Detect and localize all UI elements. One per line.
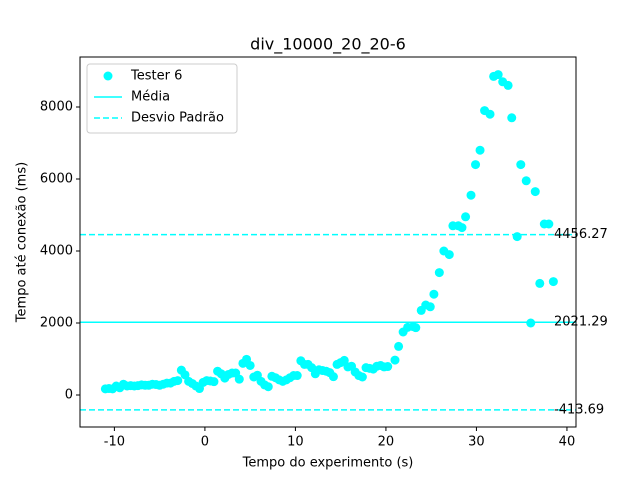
y-axis-label: Tempo até conexão (ms) [15, 162, 30, 323]
x-tick-label: 30 [468, 435, 485, 450]
scatter-point [357, 372, 367, 382]
scatter-point [507, 113, 517, 123]
x-tick-label: 10 [287, 435, 304, 450]
scatter-point [526, 318, 536, 328]
chart-title: div_10000_20_20-6 [250, 35, 406, 55]
scatter-point [173, 376, 183, 386]
scatter-point [493, 70, 503, 80]
scatter-point [521, 176, 531, 186]
plot-frame [79, 56, 577, 428]
legend-label: Tester 6 [130, 69, 182, 84]
x-tick-label: 40 [559, 435, 576, 450]
scatter-point [434, 268, 444, 278]
y-tick-label: 6000 [40, 172, 73, 187]
scatter-point [471, 160, 481, 170]
x-tick-label: 20 [378, 435, 395, 450]
scatter-point [466, 190, 476, 200]
scatter-point [328, 372, 338, 382]
y-tick-label: 0 [65, 387, 73, 402]
scatter-point [209, 377, 219, 387]
scatter-point [535, 278, 545, 288]
scatter-point [411, 323, 421, 333]
x-axis-label: Tempo do experimento (s) [242, 456, 414, 471]
scatter-point [292, 371, 302, 381]
mean-line-label: 2021.29 [554, 315, 608, 330]
scatter-point [503, 80, 513, 90]
scatter-point [234, 374, 244, 384]
scatter-point [512, 232, 522, 242]
scatter-point [425, 302, 435, 312]
scatter-point [485, 109, 495, 119]
scatter-point [383, 362, 393, 372]
scatter-point [429, 289, 439, 299]
std-line-label: 4456.27 [554, 227, 608, 242]
x-tick-label: 0 [201, 435, 209, 450]
scatter-point [475, 145, 485, 155]
scatter-point [263, 382, 273, 392]
scatter-point [245, 360, 255, 370]
scatter-point [530, 187, 540, 197]
legend-label: Desvio Padrão [131, 111, 224, 126]
legend-box [86, 63, 238, 134]
std-line-label: -413.69 [554, 402, 604, 417]
scatter-point [548, 277, 558, 287]
scatter-point [544, 219, 554, 229]
scatter-point [394, 341, 404, 351]
y-tick-label: 8000 [40, 100, 73, 115]
scatter-point [461, 212, 471, 222]
y-tick-label: 4000 [40, 243, 73, 258]
legend-marker [103, 71, 113, 81]
scatter-point [516, 160, 526, 170]
legend-label: Média [131, 90, 170, 105]
scatter-point [390, 355, 400, 365]
scatter-point [457, 223, 467, 233]
y-tick-label: 2000 [40, 315, 73, 330]
scatter-point [444, 250, 454, 260]
x-tick-label: -10 [104, 435, 125, 450]
